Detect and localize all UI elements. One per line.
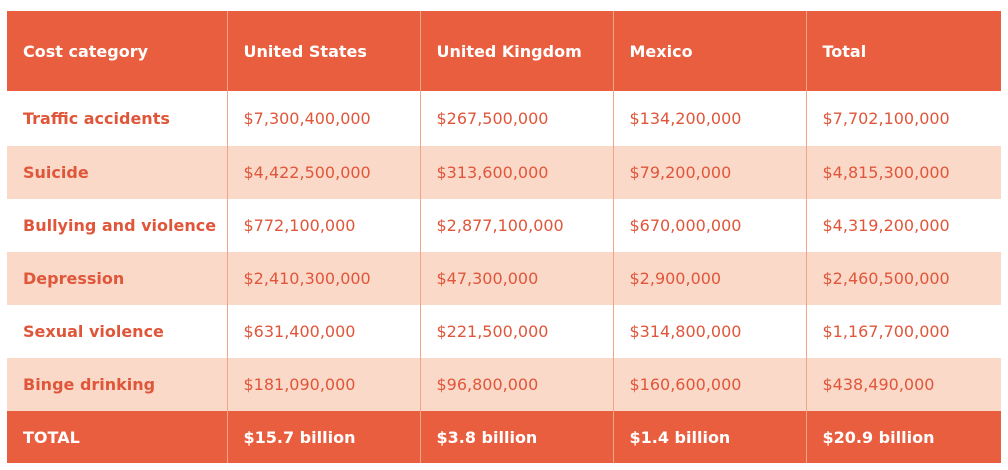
total-overall: $20.9 billion xyxy=(806,411,1001,463)
table-body: Traffic accidents $7,300,400,000 $267,50… xyxy=(7,91,1001,411)
total-mexico: $1.4 billion xyxy=(613,411,807,463)
cell-mexico: $160,600,000 xyxy=(613,358,807,411)
cell-united-states: $772,100,000 xyxy=(227,199,421,252)
row-category: Bullying and violence xyxy=(7,199,228,252)
table-row: Traffic accidents $7,300,400,000 $267,50… xyxy=(7,91,1001,146)
header-total: Total xyxy=(806,11,1001,91)
cell-united-kingdom: $313,600,000 xyxy=(420,146,614,199)
header-united-kingdom: United Kingdom xyxy=(420,11,614,91)
table-row: Suicide $4,422,500,000 $313,600,000 $79,… xyxy=(7,146,1001,199)
cell-total: $4,319,200,000 xyxy=(806,199,1001,252)
total-label: TOTAL xyxy=(7,411,228,463)
cell-total: $7,702,100,000 xyxy=(806,91,1001,146)
row-category: Sexual violence xyxy=(7,305,228,358)
cell-united-kingdom: $2,877,100,000 xyxy=(420,199,614,252)
cell-united-kingdom: $221,500,000 xyxy=(420,305,614,358)
cell-united-kingdom: $47,300,000 xyxy=(420,252,614,305)
cell-united-states: $7,300,400,000 xyxy=(227,91,421,146)
table-row: Sexual violence $631,400,000 $221,500,00… xyxy=(7,305,1001,358)
cell-united-states: $631,400,000 xyxy=(227,305,421,358)
cost-table-container: Cost category United States United Kingd… xyxy=(7,11,1001,463)
cell-mexico: $134,200,000 xyxy=(613,91,807,146)
cell-united-states: $181,090,000 xyxy=(227,358,421,411)
cell-mexico: $79,200,000 xyxy=(613,146,807,199)
row-category: Binge drinking xyxy=(7,358,228,411)
cell-mexico: $670,000,000 xyxy=(613,199,807,252)
cell-united-kingdom: $96,800,000 xyxy=(420,358,614,411)
cell-mexico: $2,900,000 xyxy=(613,252,807,305)
table-footer: TOTAL $15.7 billion $3.8 billion $1.4 bi… xyxy=(7,411,1001,463)
cell-united-states: $4,422,500,000 xyxy=(227,146,421,199)
table-row: Binge drinking $181,090,000 $96,800,000 … xyxy=(7,358,1001,411)
total-united-kingdom: $3.8 billion xyxy=(420,411,614,463)
cell-total: $438,490,000 xyxy=(806,358,1001,411)
cost-table: Cost category United States United Kingd… xyxy=(7,11,1001,463)
cell-united-kingdom: $267,500,000 xyxy=(420,91,614,146)
cell-united-states: $2,410,300,000 xyxy=(227,252,421,305)
table-header: Cost category United States United Kingd… xyxy=(7,11,1001,91)
row-category: Depression xyxy=(7,252,228,305)
table-row: Bullying and violence $772,100,000 $2,87… xyxy=(7,199,1001,252)
row-category: Suicide xyxy=(7,146,228,199)
cell-total: $2,460,500,000 xyxy=(806,252,1001,305)
table-row: Depression $2,410,300,000 $47,300,000 $2… xyxy=(7,252,1001,305)
total-row: TOTAL $15.7 billion $3.8 billion $1.4 bi… xyxy=(7,411,1001,463)
header-cost-category: Cost category xyxy=(7,11,228,91)
total-united-states: $15.7 billion xyxy=(227,411,421,463)
cell-total: $1,167,700,000 xyxy=(806,305,1001,358)
header-row: Cost category United States United Kingd… xyxy=(7,11,1001,91)
row-category: Traffic accidents xyxy=(7,91,228,146)
cell-mexico: $314,800,000 xyxy=(613,305,807,358)
cell-total: $4,815,300,000 xyxy=(806,146,1001,199)
header-mexico: Mexico xyxy=(613,11,807,91)
header-united-states: United States xyxy=(227,11,421,91)
